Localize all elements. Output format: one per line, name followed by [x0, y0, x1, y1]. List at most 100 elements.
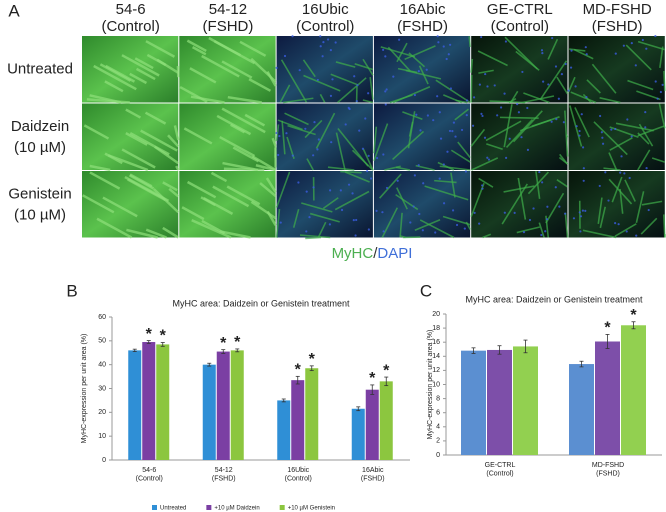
- nucleus: [598, 184, 601, 188]
- fiber: [373, 126, 378, 154]
- fiber: [344, 171, 370, 183]
- fiber: [512, 110, 543, 143]
- nucleus: [382, 48, 385, 52]
- fiber: [564, 212, 569, 238]
- fiber: [168, 187, 180, 198]
- nucleus: [554, 65, 558, 68]
- nucleus: [356, 84, 359, 87]
- caption-part: DAPI: [377, 245, 412, 262]
- nucleus: [285, 132, 288, 135]
- chart-title: MyHC area: Daidzein or Genistein treatme…: [172, 298, 350, 308]
- fiber: [322, 197, 339, 210]
- nucleus: [630, 135, 633, 138]
- nucleus: [353, 75, 356, 78]
- significance-marker: *: [160, 328, 167, 345]
- nucleus: [483, 136, 487, 139]
- nucleus: [600, 131, 603, 134]
- fiber: [128, 174, 155, 190]
- nucleus: [473, 211, 476, 214]
- micrograph: [276, 36, 373, 103]
- nucleus: [361, 147, 365, 150]
- fiber: [248, 78, 272, 92]
- nucleus: [617, 223, 620, 226]
- fiber: [569, 48, 586, 52]
- nucleus: [481, 184, 484, 187]
- fiber: [82, 194, 115, 214]
- nucleus: [465, 114, 468, 117]
- nucleus: [448, 129, 452, 133]
- nucleus: [297, 181, 300, 184]
- nucleus: [312, 186, 315, 189]
- fiber: [281, 120, 286, 155]
- nucleus: [436, 95, 439, 98]
- nucleus: [578, 211, 581, 214]
- bar: [216, 351, 230, 460]
- fiber: [221, 60, 253, 79]
- fiber: [284, 112, 309, 126]
- nucleus: [503, 211, 506, 214]
- nucleus: [599, 114, 602, 118]
- nucleus: [496, 114, 499, 117]
- nucleus: [620, 155, 623, 158]
- column-header: 54-12: [209, 1, 247, 18]
- fiber: [162, 181, 178, 192]
- fiber: [454, 108, 470, 121]
- nucleus: [659, 90, 662, 94]
- nucleus: [626, 118, 629, 121]
- bar: [128, 350, 142, 460]
- fiber: [545, 192, 565, 224]
- column-header: 54-6: [116, 1, 146, 18]
- nucleus: [550, 120, 553, 123]
- fiber: [597, 197, 603, 225]
- y-tick-label: 40: [98, 362, 106, 369]
- nucleus: [321, 55, 324, 58]
- row-label: Daidzein: [11, 118, 69, 135]
- nucleus: [312, 154, 315, 157]
- panel-label: B: [66, 281, 77, 300]
- fiber: [527, 171, 549, 195]
- nucleus: [526, 106, 529, 110]
- nucleus: [584, 46, 587, 49]
- fiber: [392, 130, 425, 161]
- nucleus: [538, 170, 541, 174]
- column-header: (FSHD): [397, 18, 448, 35]
- fiber: [482, 233, 492, 239]
- fiber: [154, 145, 180, 165]
- nucleus: [415, 113, 418, 116]
- fiber: [625, 44, 652, 71]
- nucleus: [322, 40, 325, 44]
- nucleus: [425, 68, 428, 71]
- nucleus: [455, 223, 459, 227]
- nucleus: [449, 87, 453, 90]
- fiber: [334, 190, 370, 211]
- error-bar: [384, 376, 389, 387]
- nucleus: [398, 38, 401, 41]
- nucleus: [644, 126, 647, 129]
- fiber: [93, 64, 137, 91]
- fiber: [102, 196, 138, 218]
- fiber: [145, 40, 176, 58]
- fiber: [201, 54, 240, 78]
- fiber: [301, 202, 333, 213]
- nucleus: [446, 150, 449, 153]
- fiber: [319, 93, 326, 103]
- nucleus: [339, 189, 342, 192]
- row-label: (10 µM): [14, 139, 66, 156]
- fiber: [250, 200, 277, 220]
- nucleus: [554, 186, 557, 189]
- nucleus: [567, 89, 570, 92]
- nucleus: [452, 121, 456, 124]
- fiber: [505, 118, 534, 148]
- fiber: [402, 111, 423, 120]
- error-bar: [235, 348, 240, 353]
- fiber: [591, 63, 617, 94]
- nucleus: [570, 49, 573, 52]
- nucleus: [328, 223, 331, 226]
- bar: [365, 389, 379, 460]
- fiber: [516, 226, 541, 234]
- nucleus: [555, 118, 558, 121]
- bar: [202, 364, 216, 460]
- fiber: [609, 137, 633, 151]
- fiber: [351, 149, 374, 171]
- y-tick-label: 16: [432, 339, 440, 346]
